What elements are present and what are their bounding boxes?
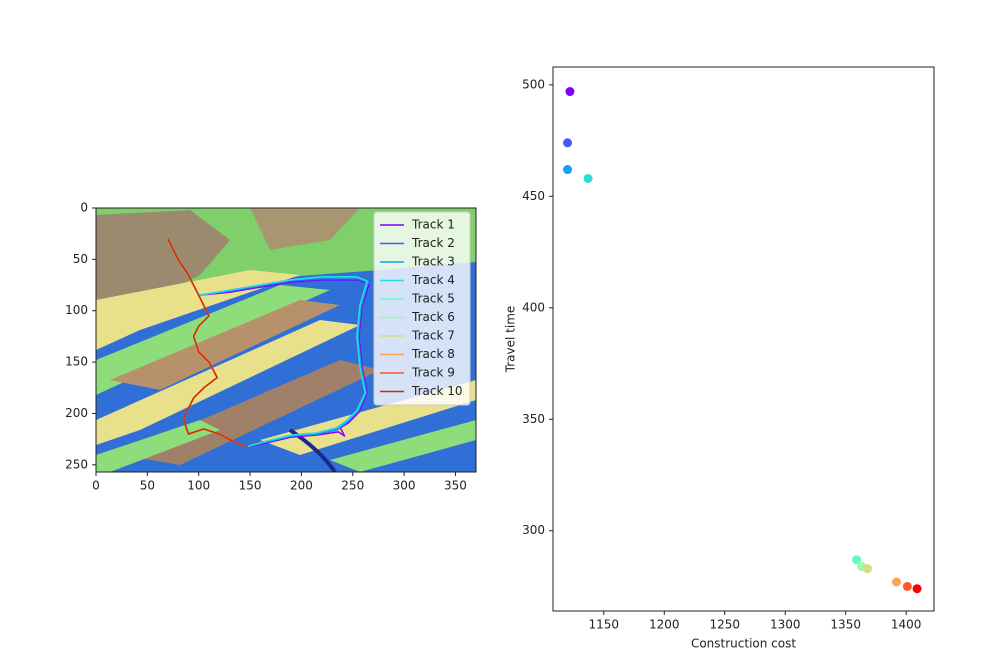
x-tick-label: 250 bbox=[341, 479, 364, 493]
legend-label: Track 3 bbox=[411, 255, 455, 269]
scatter-point bbox=[912, 584, 922, 594]
x-tick-label: 350 bbox=[444, 479, 467, 493]
scatter-point bbox=[583, 173, 593, 183]
y-tick-label: 50 bbox=[73, 252, 88, 266]
x-tick-label: 100 bbox=[187, 479, 210, 493]
tracks bbox=[167, 238, 370, 448]
y-axis-label: Travel time bbox=[504, 306, 518, 374]
x-tick-label: 1300 bbox=[770, 618, 801, 632]
x-axis-label: Construction cost bbox=[691, 637, 796, 651]
x-tick-label: 300 bbox=[393, 479, 416, 493]
y-tick-label: 100 bbox=[65, 303, 88, 317]
x-tick-label: 200 bbox=[290, 479, 313, 493]
y-tick-label: 300 bbox=[522, 523, 545, 537]
scatter-point bbox=[902, 581, 912, 591]
y-tick-label: 150 bbox=[65, 355, 88, 369]
legend-label: Track 2 bbox=[411, 236, 455, 250]
axes-frame bbox=[95, 207, 477, 473]
x-tick-label: 1400 bbox=[891, 618, 922, 632]
y-tick-label: 400 bbox=[522, 300, 545, 314]
x-tick-label: 150 bbox=[239, 479, 262, 493]
y-tick-label: 250 bbox=[65, 457, 88, 471]
scatter-point bbox=[565, 87, 575, 97]
y-tick-label: 500 bbox=[522, 77, 545, 91]
y-tick-label: 200 bbox=[65, 406, 88, 420]
y-tick-label: 350 bbox=[522, 412, 545, 426]
track-line bbox=[167, 238, 249, 448]
x-tick-label: 1350 bbox=[830, 618, 861, 632]
x-tick-label: 1250 bbox=[709, 618, 740, 632]
scatter-point bbox=[892, 577, 902, 587]
y-tick-label: 0 bbox=[80, 201, 88, 215]
x-tick-label: 1150 bbox=[589, 618, 620, 632]
x-tick-label: 50 bbox=[140, 479, 155, 493]
scatter-point bbox=[862, 564, 872, 574]
scatter-point bbox=[563, 165, 573, 175]
scatter-point bbox=[852, 555, 862, 565]
legend-label: Track 8 bbox=[411, 347, 455, 361]
axes-frame bbox=[552, 66, 935, 612]
legend-label: Track 5 bbox=[411, 292, 455, 306]
x-tick-label: 0 bbox=[92, 479, 100, 493]
track-line bbox=[167, 238, 368, 448]
legend-label: Track 10 bbox=[411, 384, 462, 398]
legend-label: Track 1 bbox=[411, 218, 455, 232]
legend-box bbox=[373, 211, 471, 406]
y-tick-label: 450 bbox=[522, 189, 545, 203]
legend-label: Track 6 bbox=[411, 310, 455, 324]
x-tick-label: 1200 bbox=[649, 618, 680, 632]
legend-label: Track 7 bbox=[411, 329, 455, 343]
scatter-point bbox=[563, 138, 573, 148]
legend-label: Track 4 bbox=[411, 273, 455, 287]
legend-label: Track 9 bbox=[411, 366, 455, 380]
